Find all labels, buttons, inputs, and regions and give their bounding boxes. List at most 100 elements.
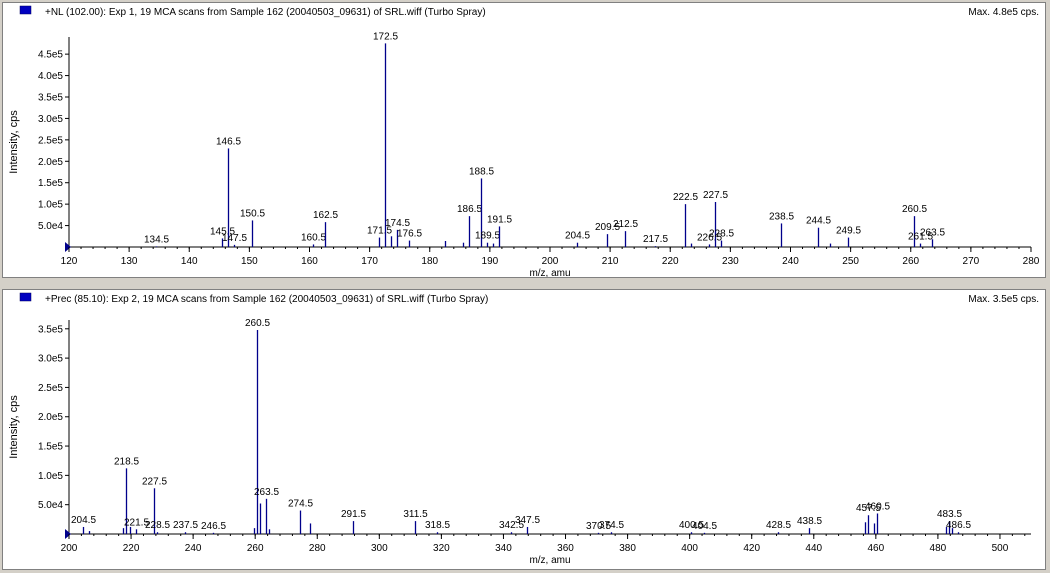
chart1-peak-label: 146.5 bbox=[216, 136, 241, 147]
chart1-peak-label: 228.5 bbox=[709, 229, 734, 240]
chart1-x-tick-label: 260 bbox=[902, 256, 919, 267]
chart1-peak-label: 204.5 bbox=[565, 231, 590, 242]
chart1-x-tick-label: 170 bbox=[361, 256, 378, 267]
chart1-x-tick-label: 240 bbox=[782, 256, 799, 267]
chart1-peak-label: 209.5 bbox=[595, 222, 620, 233]
chart1-x-tick-label: 270 bbox=[963, 256, 980, 267]
chart1-peak-label: 162.5 bbox=[313, 210, 338, 221]
chart2-x-axis-label: m/z, amu bbox=[529, 555, 570, 566]
chart2-y-tick-label: 1.0e5 bbox=[38, 471, 63, 482]
chart1-x-tick-label: 250 bbox=[842, 256, 859, 267]
chart1-y-tick-label: 3.0e5 bbox=[38, 114, 63, 125]
chart1-peak-label: 171.5 bbox=[367, 226, 392, 237]
chart2-x-tick-label: 380 bbox=[619, 543, 636, 554]
chart2-peak-label: 370.5 bbox=[586, 521, 611, 532]
chart2-peak-label: 227.5 bbox=[142, 476, 167, 487]
chart1-x-tick-label: 210 bbox=[602, 256, 619, 267]
chart2-y-tick-label: 2.0e5 bbox=[38, 412, 63, 423]
chart1-y-tick-label: 4.5e5 bbox=[38, 50, 63, 61]
chart1-peak-label: 191.5 bbox=[487, 214, 512, 225]
chart2-peak-label: 483.5 bbox=[937, 509, 962, 520]
chart1-title: +NL (102.00): Exp 1, 19 MCA scans from S… bbox=[45, 7, 486, 18]
chart1-y-tick-label: 1.5e5 bbox=[38, 178, 63, 189]
spectrum-panel-1: +NL (102.00): Exp 1, 19 MCA scans from S… bbox=[2, 2, 1046, 278]
chart2-x-tick-label: 240 bbox=[185, 543, 202, 554]
spectrum-chart-1: +NL (102.00): Exp 1, 19 MCA scans from S… bbox=[8, 5, 1040, 277]
chart2-peak-label: 374.5 bbox=[599, 520, 624, 531]
chart1-peak-label: 176.5 bbox=[397, 229, 422, 240]
chart2-peak-label: 274.5 bbox=[288, 499, 313, 510]
chart2-peak-label: 342.5 bbox=[499, 520, 524, 531]
chart1-x-axis-label: m/z, amu bbox=[529, 268, 570, 277]
chart1-peak-label: 174.5 bbox=[385, 218, 410, 229]
chart2-x-tick-label: 300 bbox=[371, 543, 388, 554]
chart1-peak-label: 263.5 bbox=[920, 227, 945, 238]
chart1-x-tick-label: 220 bbox=[662, 256, 679, 267]
chart1-x-tick-label: 230 bbox=[722, 256, 739, 267]
chart1-origin-marker bbox=[65, 242, 71, 252]
chart1-peak-label: 189.5 bbox=[475, 231, 500, 242]
chart1-peak-label: 244.5 bbox=[806, 216, 831, 227]
chart2-x-tick-label: 400 bbox=[681, 543, 698, 554]
chart1-peak-label: 227.5 bbox=[703, 190, 728, 201]
chart2-origin-marker bbox=[65, 529, 71, 539]
chart2-peak-label: 400.5 bbox=[679, 520, 704, 531]
chart2-peak-label: 291.5 bbox=[341, 509, 366, 520]
chart2-peak-label: 246.5 bbox=[201, 521, 226, 532]
chart2-x-tick-label: 420 bbox=[743, 543, 760, 554]
chart1-y-tick-label: 5.0e4 bbox=[38, 221, 63, 232]
chart2-peak-label: 237.5 bbox=[173, 520, 198, 531]
chart1-peak-label: 222.5 bbox=[673, 192, 698, 203]
chart1-peak-label: 160.5 bbox=[301, 232, 326, 243]
chart2-peak-label: 311.5 bbox=[403, 509, 428, 520]
chart1-peak-label: 212.5 bbox=[613, 219, 638, 230]
chart2-max-label: Max. 3.5e5 cps. bbox=[968, 294, 1039, 305]
chart1-y-tick-label: 2.0e5 bbox=[38, 157, 63, 168]
spectrum-panel-2: +Prec (85.10): Exp 2, 19 MCA scans from … bbox=[2, 289, 1046, 570]
chart1-peak-label: 249.5 bbox=[836, 226, 861, 237]
chart1-legend-swatch bbox=[19, 5, 32, 15]
chart1-y-tick-label: 2.5e5 bbox=[38, 135, 63, 146]
chart2-x-tick-label: 360 bbox=[557, 543, 574, 554]
chart2-x-tick-label: 220 bbox=[123, 543, 140, 554]
chart2-y-tick-label: 3.0e5 bbox=[38, 354, 63, 365]
chart2-peak-label: 221.5 bbox=[124, 517, 149, 528]
chart1-x-tick-label: 160 bbox=[301, 256, 318, 267]
chart1-y-tick-label: 4.0e5 bbox=[38, 71, 63, 82]
chart1-peak-label: 238.5 bbox=[769, 211, 794, 222]
chart2-y-tick-label: 3.5e5 bbox=[38, 324, 63, 335]
chart1-peak-label: 188.5 bbox=[469, 166, 494, 177]
chart2-peak-label: 460.5 bbox=[865, 501, 890, 512]
chart2-x-tick-label: 320 bbox=[433, 543, 450, 554]
chart1-peak-label: 134.5 bbox=[144, 234, 169, 245]
chart2-peak-label: 204.5 bbox=[71, 515, 96, 526]
spectrum-chart-2: +Prec (85.10): Exp 2, 19 MCA scans from … bbox=[8, 292, 1039, 566]
chart2-y-tick-label: 1.5e5 bbox=[38, 442, 63, 453]
chart2-x-tick-label: 200 bbox=[61, 543, 78, 554]
chart2-peak-label: 486.5 bbox=[946, 520, 971, 531]
chart2-x-tick-label: 340 bbox=[495, 543, 512, 554]
chart2-peak-label: 457.5 bbox=[856, 503, 881, 514]
chart2-legend-swatch bbox=[19, 292, 32, 302]
chart1-peak-label: 150.5 bbox=[240, 208, 265, 219]
chart1-x-tick-label: 190 bbox=[482, 256, 499, 267]
chart2-peak-label: 218.5 bbox=[114, 456, 139, 467]
chart2-x-tick-label: 480 bbox=[930, 543, 947, 554]
chart1-x-tick-label: 130 bbox=[121, 256, 138, 267]
chart1-x-tick-label: 200 bbox=[542, 256, 559, 267]
chart2-x-tick-label: 500 bbox=[992, 543, 1009, 554]
chart2-x-tick-label: 260 bbox=[247, 543, 264, 554]
chart1-peak-label: 226.5 bbox=[697, 232, 722, 243]
chart2-peak-label: 228.5 bbox=[145, 520, 170, 531]
chart1-peak-label: 217.5 bbox=[643, 234, 668, 245]
chart2-peak-label: 260.5 bbox=[245, 318, 270, 329]
chart1-y-tick-label: 3.5e5 bbox=[38, 93, 63, 104]
chart2-peak-label: 428.5 bbox=[766, 520, 791, 531]
chart1-y-axis-label: Intensity, cps bbox=[8, 110, 20, 174]
chart1-peak-label: 147.5 bbox=[222, 233, 247, 244]
chart2-peak-label: 404.5 bbox=[692, 521, 717, 532]
chart1-x-tick-label: 120 bbox=[61, 256, 78, 267]
chart1-y-tick-label: 1.0e5 bbox=[38, 200, 63, 211]
chart2-x-tick-label: 440 bbox=[805, 543, 822, 554]
chart1-peak-label: 172.5 bbox=[373, 31, 398, 42]
